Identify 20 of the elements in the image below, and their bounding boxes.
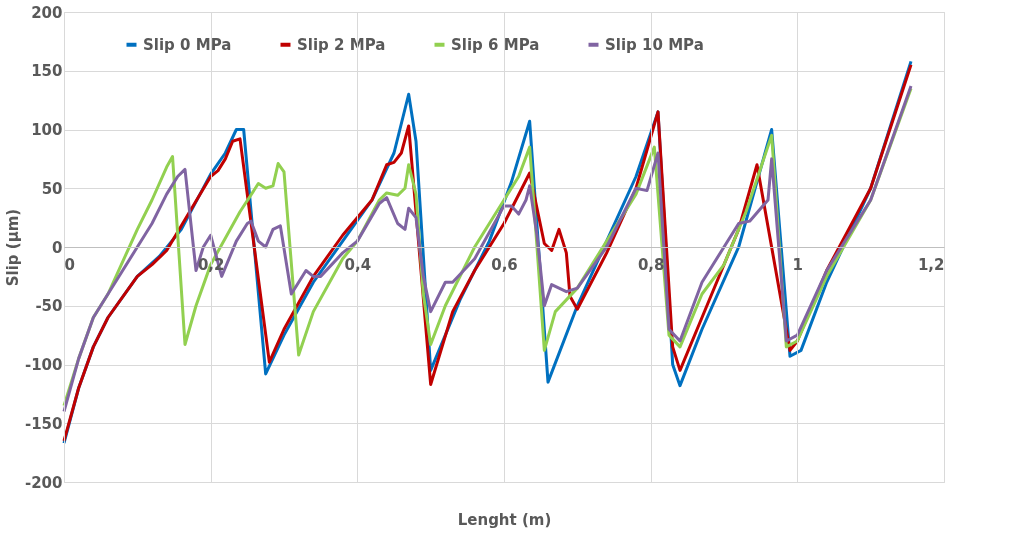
y-tick-label: 200 bbox=[31, 3, 63, 22]
legend-label: Slip 6 MPa bbox=[451, 35, 540, 54]
x-tick-label: 0,6 bbox=[491, 255, 518, 274]
y-axis-title: Slip (µm) bbox=[3, 208, 22, 287]
legend-label: Slip 10 MPa bbox=[605, 35, 704, 54]
y-tick-label: -100 bbox=[24, 356, 63, 374]
y-tick-label: -150 bbox=[24, 414, 63, 433]
y-tick-label: 150 bbox=[31, 62, 63, 81]
x-tick-label: 1,2 bbox=[917, 255, 945, 274]
y-tick-label: -50 bbox=[35, 297, 63, 316]
legend-label: Slip 2 MPa bbox=[297, 35, 386, 54]
x-tick-label: 1 bbox=[792, 255, 804, 274]
legend-label: Slip 0 MPa bbox=[143, 35, 232, 54]
y-tick-label: 50 bbox=[41, 179, 63, 198]
y-tick-label: -200 bbox=[24, 473, 63, 492]
x-tick-label: 0,4 bbox=[344, 255, 372, 274]
x-axis-title: Lenght (m) bbox=[457, 510, 552, 529]
y-tick-label: 0 bbox=[52, 238, 63, 257]
y-tick-label: 100 bbox=[31, 121, 63, 139]
x-tick-label: 0 bbox=[64, 255, 75, 274]
